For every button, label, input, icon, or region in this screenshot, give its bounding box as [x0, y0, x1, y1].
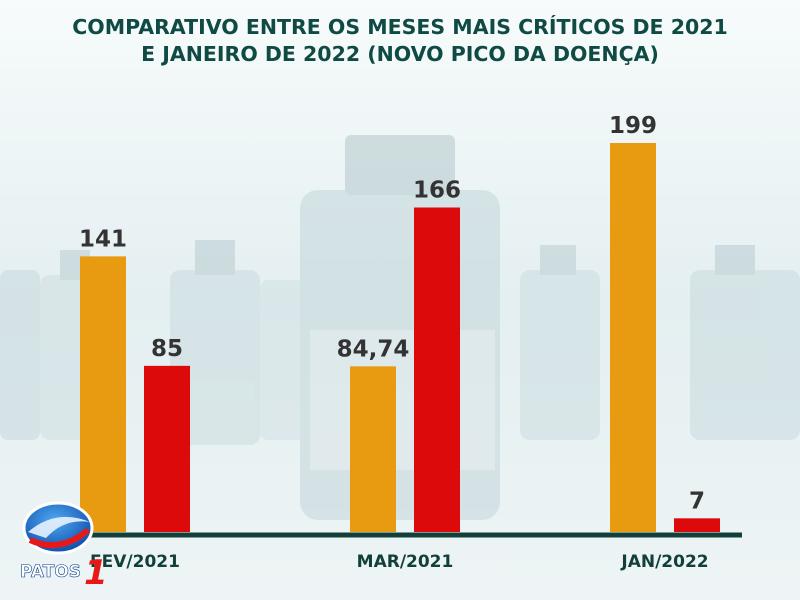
- category-label-fev-2021: FEV/2021: [90, 552, 180, 572]
- data-label-mar-2021-series-1: 84,74: [337, 336, 410, 362]
- bar-mar-2021-series-1: [350, 366, 396, 532]
- bar-fev-2021-series-1: [80, 256, 126, 532]
- patos1-logo: PATOS 1: [20, 501, 108, 592]
- chart-title: COMPARATIVO ENTRE OS MESES MAIS CRÍTICOS…: [20, 14, 780, 68]
- chart-title-line-1: COMPARATIVO ENTRE OS MESES MAIS CRÍTICOS…: [72, 15, 728, 39]
- chart-title-line-2: E JANEIRO DE 2022 (NOVO PICO DA DOENÇA): [141, 42, 659, 66]
- bar-fev-2021-series-2: [144, 365, 190, 532]
- bar-jan-2022-series-2: [674, 518, 720, 532]
- category-label-jan-2022: JAN/2022: [620, 552, 708, 572]
- logo-number: 1: [84, 553, 108, 592]
- bar-mar-2021-series-2: [414, 207, 460, 532]
- bars-layer: [80, 143, 720, 532]
- data-label-mar-2021-series-2: 166: [413, 178, 461, 204]
- data-label-jan-2022-series-1: 199: [609, 113, 657, 139]
- labels-layer: 141 85 FEV/2021 84,74 166 MAR/2021 199 7 JAN/202…: [79, 113, 709, 572]
- logo-text: PATOS: [20, 562, 81, 582]
- category-label-mar-2021: MAR/2021: [357, 552, 454, 572]
- data-label-jan-2022-series-2: 7: [689, 488, 705, 514]
- data-label-fev-2021-series-1: 141: [79, 226, 127, 252]
- data-label-fev-2021-series-2: 85: [151, 336, 183, 362]
- bar-jan-2022-series-1: [610, 143, 656, 532]
